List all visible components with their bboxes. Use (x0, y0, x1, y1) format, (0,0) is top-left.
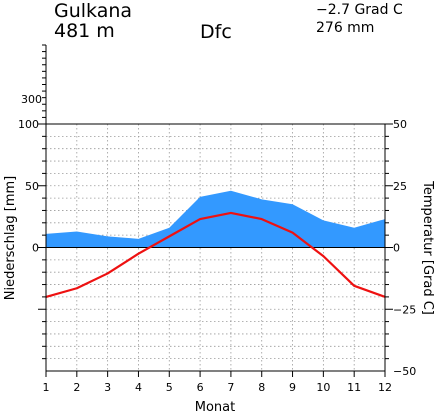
upper-tick-label: 300 (21, 93, 42, 106)
y-axis-label-left: Niederschlag [mm] (3, 176, 18, 301)
left-tick-label: 100 (18, 118, 39, 131)
x-axis-label: Monat (195, 400, 235, 415)
right-tick-label: 0 (393, 242, 400, 255)
right-tick-label: −25 (393, 303, 416, 316)
right-tick-label: 50 (393, 118, 407, 131)
left-tick-label: 50 (25, 180, 39, 193)
x-tick-label: 4 (135, 381, 142, 394)
upper-precip-scale: 300 (21, 44, 47, 125)
precipitation-area (46, 190, 385, 248)
x-tick-label: 10 (316, 381, 330, 394)
x-tick-label: 12 (378, 381, 392, 394)
x-tick-label: 8 (258, 381, 265, 394)
y-axis-label-right: Temperatur [Grad C] (420, 180, 435, 315)
x-tick-label: 3 (104, 381, 111, 394)
temperature-line (45, 211, 386, 298)
right-tick-label: −50 (393, 365, 416, 378)
climate-class: Dfc (200, 21, 232, 43)
axis-ticks (38, 123, 393, 377)
x-tick-label: 6 (197, 381, 204, 394)
x-tick-label: 7 (227, 381, 234, 394)
annual-precipitation: 276 mm (316, 20, 375, 36)
x-tick-label: 11 (347, 381, 361, 394)
left-tick-label: 0 (32, 242, 39, 255)
station-altitude: 481 m (54, 20, 115, 42)
x-tick-label: 1 (43, 381, 50, 394)
mean-temperature: −2.7 Grad C (316, 2, 403, 18)
x-tick-label: 9 (289, 381, 296, 394)
x-tick-label: 2 (73, 381, 80, 394)
chart-marks (45, 190, 386, 298)
station-name: Gulkana (54, 0, 133, 22)
x-tick-label: 5 (166, 381, 173, 394)
right-tick-label: 25 (393, 180, 407, 193)
